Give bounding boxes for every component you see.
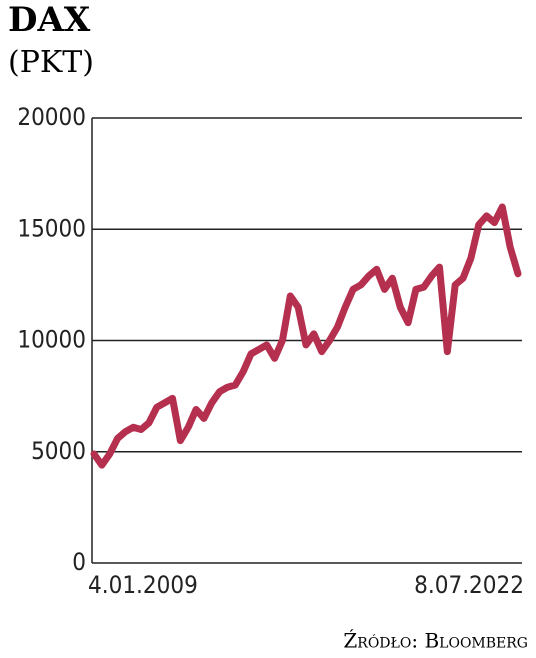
y-tick-label: 20000 bbox=[17, 103, 86, 131]
y-tick-label: 5000 bbox=[31, 437, 86, 465]
x-tick-label: 4.01.2009 bbox=[88, 571, 198, 599]
y-tick-label: 10000 bbox=[17, 326, 86, 354]
y-tick-label: 15000 bbox=[17, 214, 86, 242]
x-tick-label: 8.07.2022 bbox=[414, 571, 524, 599]
chart-subtitle: (PKT) bbox=[8, 45, 94, 80]
chart-title: DAX bbox=[8, 0, 91, 40]
y-tick-label: 0 bbox=[72, 548, 86, 576]
source: Źródło: Bloomberg bbox=[343, 629, 528, 653]
line-series bbox=[90, 203, 522, 469]
